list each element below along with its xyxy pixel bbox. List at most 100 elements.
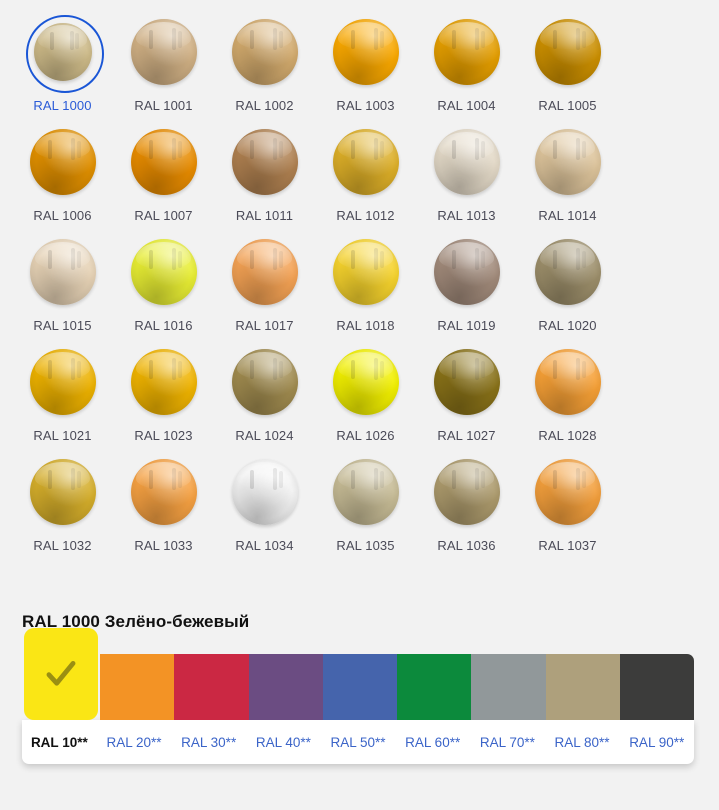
gloss-highlight: [434, 239, 500, 305]
swatch-row: RAL 1021 RAL 1023 RAL 1024 RAL 1026 RAL 1027…: [0, 344, 719, 454]
color-swatch-ral-1037[interactable]: RAL 1037: [517, 454, 618, 564]
color-swatch-ral-1007[interactable]: RAL 1007: [113, 124, 214, 234]
swatch-label: RAL 1017: [235, 318, 294, 333]
group-label-ral-30[interactable]: RAL 30**: [181, 734, 237, 750]
group-label-ral-20[interactable]: RAL 20**: [106, 734, 162, 750]
color-ball: [130, 129, 197, 195]
swatch-ball-wrap: [324, 454, 408, 530]
group-swatch-ral-10[interactable]: [24, 628, 99, 720]
color-ball: [534, 239, 601, 305]
group-label-ral-40[interactable]: RAL 40**: [255, 734, 311, 750]
color-swatch-ral-1006[interactable]: RAL 1006: [12, 124, 113, 234]
swatch-row: RAL 1006 RAL 1007 RAL 1011 RAL 1012 RAL 1013…: [0, 124, 719, 234]
color-swatch-ral-1011[interactable]: RAL 1011: [214, 124, 315, 234]
swatch-label: RAL 1034: [235, 538, 294, 553]
swatch-label: RAL 1027: [437, 428, 496, 443]
group-label-ral-90[interactable]: RAL 90**: [629, 734, 685, 750]
swatch-ball-wrap: [122, 454, 206, 530]
swatch-ball-wrap: [21, 234, 105, 310]
gloss-highlight: [131, 129, 197, 195]
group-swatch-ral-90[interactable]: [619, 654, 694, 720]
color-swatch-ral-1018[interactable]: RAL 1018: [315, 234, 416, 344]
swatch-label: RAL 1006: [33, 208, 92, 223]
color-swatch-ral-1004[interactable]: RAL 1004: [416, 14, 517, 124]
color-swatch-ral-1015[interactable]: RAL 1015: [12, 234, 113, 344]
color-swatch-ral-1033[interactable]: RAL 1033: [113, 454, 214, 564]
group-swatch-ral-20[interactable]: [100, 654, 175, 720]
group-swatch-ral-40[interactable]: [248, 654, 323, 720]
swatch-label: RAL 1002: [235, 98, 294, 113]
color-swatch-ral-1028[interactable]: RAL 1028: [517, 344, 618, 454]
group-label-ral-60[interactable]: RAL 60**: [405, 734, 461, 750]
gloss-highlight: [434, 459, 500, 525]
gloss-highlight: [30, 459, 96, 525]
color-swatch-ral-1001[interactable]: RAL 1001: [113, 14, 214, 124]
color-swatch-ral-1023[interactable]: RAL 1023: [113, 344, 214, 454]
swatch-label: RAL 1003: [336, 98, 395, 113]
swatch-ball-wrap: [526, 124, 610, 200]
color-swatch-ral-1017[interactable]: RAL 1017: [214, 234, 315, 344]
color-swatch-ral-1035[interactable]: RAL 1035: [315, 454, 416, 564]
swatch-label: RAL 1015: [33, 318, 92, 333]
color-ball: [534, 19, 601, 85]
swatch-label: RAL 1019: [437, 318, 496, 333]
color-swatch-ral-1014[interactable]: RAL 1014: [517, 124, 618, 234]
color-ball: [433, 239, 500, 305]
color-ball: [433, 349, 500, 415]
color-swatch-ral-1020[interactable]: RAL 1020: [517, 234, 618, 344]
gloss-highlight: [34, 23, 92, 81]
color-swatch-ral-1026[interactable]: RAL 1026: [315, 344, 416, 454]
swatch-ball-wrap: [21, 124, 105, 200]
color-swatch-ral-1034[interactable]: RAL 1034: [214, 454, 315, 564]
color-ball: [534, 129, 601, 195]
gloss-highlight: [434, 349, 500, 415]
color-swatch-ral-1016[interactable]: RAL 1016: [113, 234, 214, 344]
color-swatch-ral-1000[interactable]: RAL 1000: [12, 14, 113, 124]
color-swatch-ral-1024[interactable]: RAL 1024: [214, 344, 315, 454]
gloss-highlight: [535, 349, 601, 415]
group-swatch-ral-70[interactable]: [471, 654, 546, 720]
page-title: RAL 1000 Зелёно-бежевый: [22, 612, 250, 631]
color-ball: [231, 129, 298, 195]
group-label-ral-80[interactable]: RAL 80**: [554, 734, 610, 750]
color-swatch-ral-1036[interactable]: RAL 1036: [416, 454, 517, 564]
group-label-ral-10[interactable]: RAL 10**: [30, 734, 88, 750]
swatch-label: RAL 1001: [134, 98, 193, 113]
group-swatch-ral-80[interactable]: [545, 654, 620, 720]
color-swatch-ral-1027[interactable]: RAL 1027: [416, 344, 517, 454]
swatch-label: RAL 1014: [538, 208, 597, 223]
gloss-highlight: [333, 19, 399, 85]
gloss-highlight: [232, 239, 298, 305]
swatch-label: RAL 1004: [437, 98, 496, 113]
group-swatch-ral-60[interactable]: [397, 654, 472, 720]
color-swatch-ral-1021[interactable]: RAL 1021: [12, 344, 113, 454]
gloss-highlight: [434, 19, 500, 85]
gloss-highlight: [232, 129, 298, 195]
color-swatch-ral-1012[interactable]: RAL 1012: [315, 124, 416, 234]
color-ball: [130, 239, 197, 305]
color-ball: [534, 349, 601, 415]
group-swatch-row: [22, 628, 694, 720]
swatch-label: RAL 1037: [538, 538, 597, 553]
color-ball: [332, 459, 399, 525]
group-label-ral-50[interactable]: RAL 50**: [330, 734, 386, 750]
color-swatch-ral-1002[interactable]: RAL 1002: [214, 14, 315, 124]
group-swatch-ral-50[interactable]: [322, 654, 398, 720]
swatch-label: RAL 1018: [336, 318, 395, 333]
color-swatch-ral-1019[interactable]: RAL 1019: [416, 234, 517, 344]
gloss-highlight: [232, 349, 298, 415]
group-swatch-ral-30[interactable]: [174, 654, 249, 720]
gloss-highlight: [30, 129, 96, 195]
gloss-highlight: [535, 19, 601, 85]
color-ball: [33, 23, 92, 81]
group-label-ral-70[interactable]: RAL 70**: [479, 734, 535, 750]
color-ball: [231, 349, 298, 415]
color-swatch-ral-1013[interactable]: RAL 1013: [416, 124, 517, 234]
swatch-label: RAL 1005: [538, 98, 597, 113]
swatch-label: RAL 1026: [336, 428, 395, 443]
swatch-label: RAL 1035: [336, 538, 395, 553]
color-swatch-ral-1032[interactable]: RAL 1032: [12, 454, 113, 564]
color-swatch-ral-1005[interactable]: RAL 1005: [517, 14, 618, 124]
selection-ring: [25, 15, 104, 93]
color-swatch-ral-1003[interactable]: RAL 1003: [315, 14, 416, 124]
